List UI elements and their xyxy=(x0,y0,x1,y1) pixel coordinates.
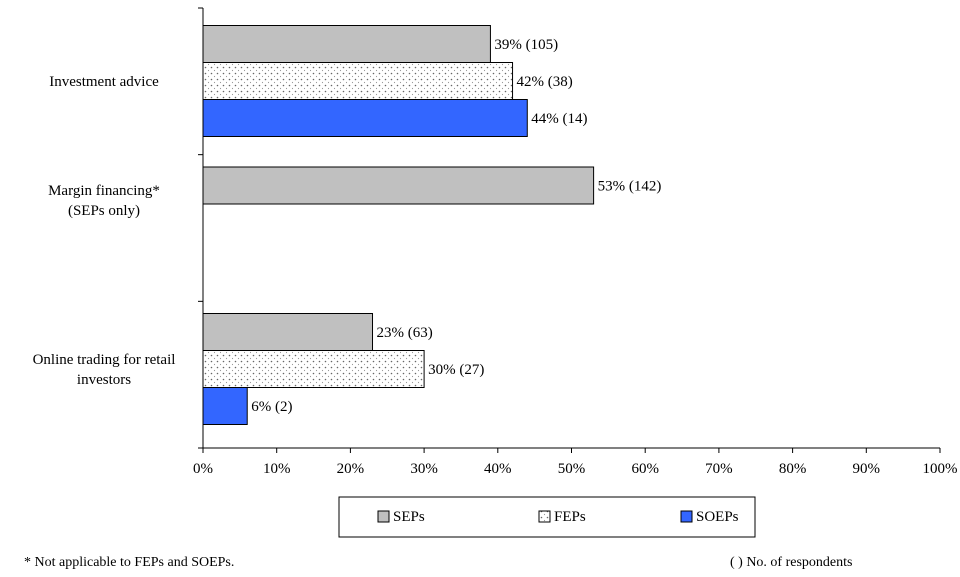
data-label: 44% (14) xyxy=(531,111,587,127)
data-label: 6% (2) xyxy=(251,399,292,415)
category-label: Online trading for retail investors xyxy=(33,352,176,388)
bar-seps xyxy=(202,25,491,63)
respondents-note: ( ) No. of respondents xyxy=(730,555,853,570)
footnote: * Not applicable to FEPs and SOEPs. xyxy=(24,555,235,570)
bar-seps xyxy=(202,313,374,351)
data-label: 39% (105) xyxy=(494,37,558,53)
x-tick-label: 50% xyxy=(558,461,586,477)
x-tick-label: 40% xyxy=(484,461,512,477)
bar-feps xyxy=(202,350,425,388)
x-tick-label: 100% xyxy=(923,461,958,477)
x-tick-label: 0% xyxy=(193,461,213,477)
bar-feps xyxy=(202,62,514,100)
data-label: 30% (27) xyxy=(428,362,484,378)
legend-swatch-seps xyxy=(377,510,390,523)
x-tick-label: 30% xyxy=(410,461,438,477)
data-label: 53% (142) xyxy=(598,179,662,195)
bar-seps xyxy=(202,166,595,205)
legend-swatch-feps xyxy=(538,510,551,523)
x-tick-label: 10% xyxy=(263,461,291,477)
legend-label-soeps: SOEPs xyxy=(696,509,739,525)
x-tick-label: 80% xyxy=(779,461,807,477)
legend-swatch-soeps xyxy=(680,510,693,523)
category-label: Investment advice xyxy=(49,74,159,90)
x-tick-label: 20% xyxy=(337,461,365,477)
bar-soeps xyxy=(202,387,248,425)
x-tick-label: 90% xyxy=(853,461,881,477)
legend-label-seps: SEPs xyxy=(393,509,425,525)
category-label: Margin financing* (SEPs only) xyxy=(48,183,160,219)
x-tick-label: 70% xyxy=(705,461,733,477)
data-label: 23% (63) xyxy=(377,325,433,341)
bar-soeps xyxy=(202,99,528,137)
legend-label-feps: FEPs xyxy=(554,509,586,525)
x-tick-label: 60% xyxy=(631,461,659,477)
data-label: 42% (38) xyxy=(517,74,573,90)
